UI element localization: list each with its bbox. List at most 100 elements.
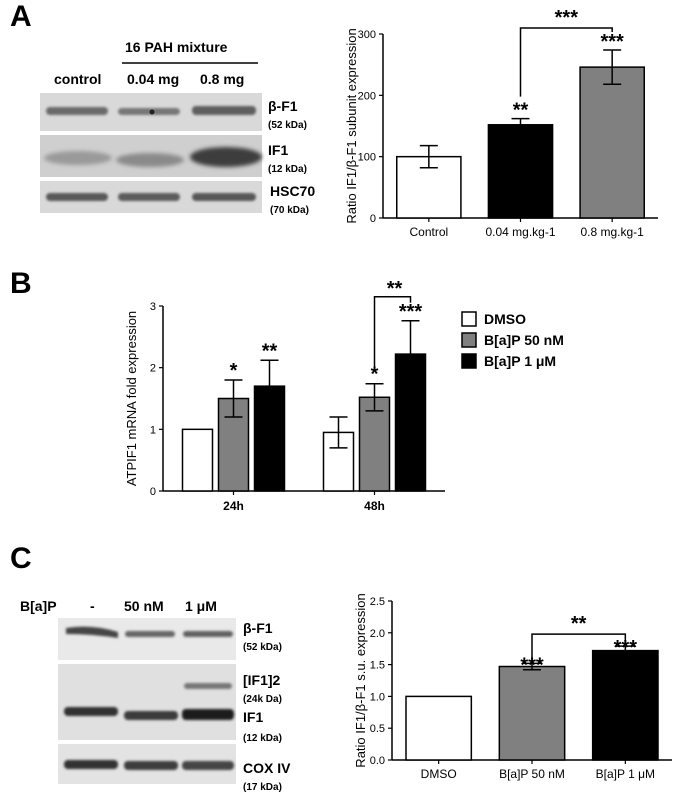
x-tick-label: DMSO: [421, 767, 457, 781]
blot-c-band: [124, 711, 178, 720]
blot-a-band: [44, 151, 112, 165]
panel-c-western-blot: B[a]P - 50 nM 1 μM β-F1 (52 kDa) [IF1]2 …: [20, 598, 291, 793]
blot-a-group-label: 16 PAH mixture: [125, 39, 228, 55]
significance-label: **: [387, 278, 403, 300]
blot-c-label-beta: β-F1: [243, 620, 273, 636]
blot-c-lane-50nm: 50 nM: [124, 598, 164, 614]
legend-swatch: [461, 332, 477, 348]
bar: [181, 428, 214, 492]
blot-c-lane-dmso: -: [90, 598, 95, 614]
y-tick-label: 0.0: [370, 755, 385, 767]
legend-label: DMSO: [484, 311, 526, 327]
panel-a-letter: A: [10, 0, 32, 33]
blot-c-label-dimer: [IF1]2: [243, 672, 281, 688]
blot-c-band: [182, 761, 234, 770]
blot-c-sub-cox: (17 kDa): [243, 782, 282, 793]
x-tick-label: B[a]P 1 μM: [596, 767, 655, 781]
blot-a-lane-high: 0.8 mg: [200, 71, 244, 87]
blot-c-sub-if1: (12 kDa): [243, 733, 282, 744]
blot-c-band: [182, 709, 234, 720]
blot-a-sub-beta: (52 kDa): [268, 120, 307, 131]
bar: [405, 695, 473, 761]
x-tick-label: B[a]P 50 nM: [499, 767, 565, 781]
y-tick-label: 0.5: [370, 723, 385, 735]
y-axis-label: ATPIF1 mRNA fold expression: [124, 311, 139, 486]
blot-a-label-if1: IF1: [268, 142, 288, 158]
significance-bracket: [373, 296, 412, 370]
blot-a-band: [116, 153, 184, 167]
bar: [358, 396, 391, 492]
significance-label: *: [230, 360, 238, 382]
significance-label: ***: [600, 31, 624, 53]
y-tick-label: 100: [358, 152, 376, 164]
legend-swatch: [461, 311, 477, 327]
blot-c-sub-dimer: (24k Da): [243, 694, 282, 705]
significance-bracket: [531, 633, 627, 664]
significance-label: ***: [614, 637, 638, 659]
blot-c-band: [66, 626, 118, 638]
significance-label: ***: [520, 654, 544, 676]
blot-a-band: [190, 147, 262, 167]
blot-c-band: [125, 631, 175, 637]
blot-a-label-beta: β-F1: [268, 98, 298, 114]
y-tick-label: 200: [358, 90, 376, 102]
legend-label: B[a]P 1 μM: [484, 353, 556, 369]
blot-a-sub-if1: (12 kDa): [268, 164, 307, 175]
significance-label: *: [371, 364, 379, 386]
blot-a-lane-low: 0.04 mg: [127, 71, 179, 87]
x-tick-label: 0.8 mg.kg-1: [580, 225, 644, 239]
panel-c-letter: C: [10, 542, 32, 575]
x-tick-label: 0.04 mg.kg-1: [485, 225, 555, 239]
y-axis-label: Ratio IF1/β-F1 subunit expression: [344, 28, 359, 223]
y-tick-label: 2: [150, 363, 156, 375]
blot-c-sub-beta: (52 kDa): [243, 642, 282, 653]
blot-a-band: [192, 106, 256, 115]
bar: [591, 649, 659, 761]
y-tick-label: 1.0: [370, 691, 385, 703]
significance-bracket: [519, 27, 613, 97]
x-tick-label: 48h: [364, 499, 385, 513]
y-tick-label: 3: [150, 301, 156, 313]
blot-c-strip-if1: [58, 664, 236, 740]
panel-b-letter: B: [10, 267, 32, 300]
significance-label: **: [571, 613, 587, 635]
blot-a-label-hsc70: HSC70: [270, 183, 315, 199]
blot-c-band: [124, 761, 178, 770]
blot-c-band: [64, 707, 118, 716]
y-tick-label: 300: [358, 29, 376, 41]
blot-c-label-if1: IF1: [243, 709, 263, 725]
x-tick-label: 24h: [223, 499, 244, 513]
y-axis-label: Ratio IF1/β-F1 s.u. expression: [353, 593, 368, 767]
y-tick-label: 0: [370, 213, 376, 225]
x-tick-label: Control: [409, 225, 448, 239]
significance-label: **: [513, 100, 529, 122]
legend-label: B[a]P 50 nM: [484, 332, 564, 348]
blot-a-band: [118, 108, 180, 115]
blot-a-lane-control: control: [54, 71, 101, 87]
significance-label: ***: [555, 7, 579, 29]
blot-a-band: [46, 107, 108, 115]
blot-c-band: [183, 631, 233, 637]
blot-a-band: [192, 193, 256, 201]
bar: [579, 66, 645, 219]
legend-swatch: [461, 353, 477, 369]
y-tick-label: 2.0: [370, 628, 385, 640]
panel-a-western-blot: 16 PAH mixture control 0.04 mg 0.8 mg β-…: [40, 39, 315, 216]
blot-c-label-cox: COX IV: [243, 760, 291, 776]
blot-c-band: [64, 760, 118, 769]
blot-a-band: [118, 193, 180, 201]
blot-c-treatment-label: B[a]P: [20, 598, 57, 614]
blot-a-speck: [149, 109, 155, 115]
blot-c-lane-1um: 1 μM: [185, 598, 217, 614]
blot-c-band: [184, 683, 232, 689]
significance-label: **: [262, 340, 278, 362]
significance-label: ***: [399, 301, 423, 323]
y-tick-label: 0: [150, 486, 156, 498]
blot-a-band: [46, 193, 108, 201]
y-tick-label: 2.5: [370, 596, 385, 608]
blot-c-strip-beta: [58, 618, 236, 660]
